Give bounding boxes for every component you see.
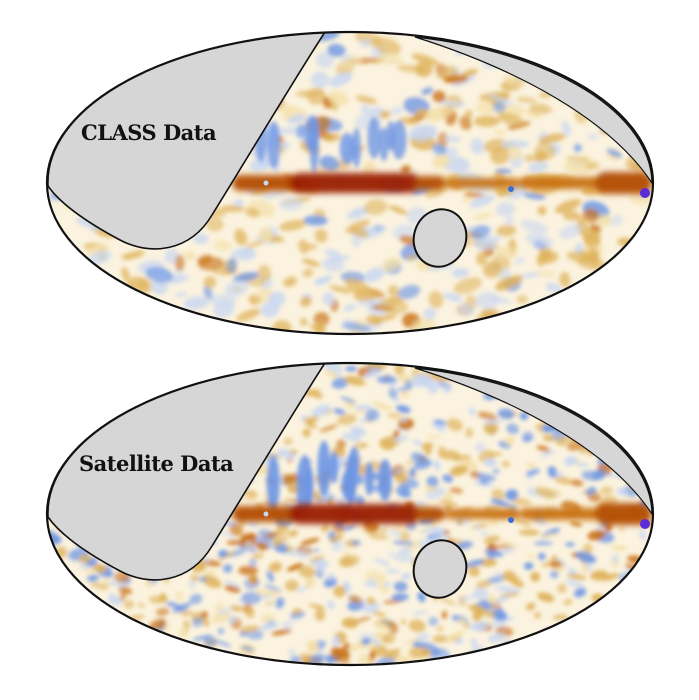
edge-mask-region	[414, 36, 653, 186]
circular-mask-region	[412, 539, 468, 599]
class-sky-map	[45, 30, 655, 336]
class-data-label: CLASS Data	[81, 120, 217, 145]
map-panel-class: CLASS Data	[0, 0, 699, 340]
map-outline	[45, 30, 655, 336]
circular-mask-region	[412, 208, 468, 268]
satellite-sky-map	[45, 361, 655, 667]
edge-mask-region	[414, 367, 653, 517]
satellite-data-label: Satellite Data	[79, 451, 234, 476]
map-outline	[45, 361, 655, 667]
map-panel-satellite: Satellite Data	[0, 331, 699, 671]
